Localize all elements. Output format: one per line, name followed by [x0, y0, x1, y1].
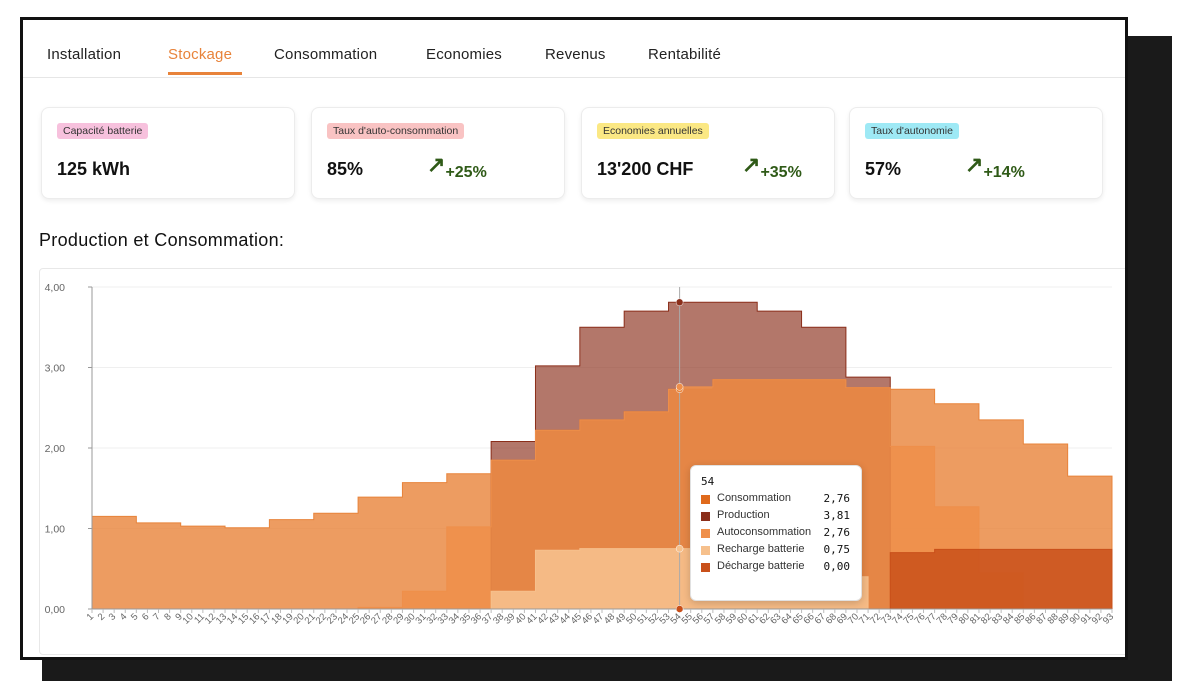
stat-card-self-consumption: Taux d'auto-consommation 85% ↗+25%: [311, 107, 565, 199]
stat-value: 13'200 CHF: [597, 159, 694, 179]
legend-swatch: [701, 529, 710, 538]
tooltip-value: 2,76: [823, 526, 851, 539]
x-tick-label: 7: [151, 611, 163, 623]
x-tick-label: 8: [162, 611, 174, 623]
stat-value: 57%: [865, 159, 902, 179]
x-tick-label: 3: [107, 611, 119, 623]
hover-point: [675, 544, 684, 553]
legend-swatch: [701, 563, 710, 572]
stat-value: 125 kWh: [57, 159, 131, 179]
trend-up-arrow-icon: ↗: [742, 152, 761, 177]
x-tick-label: 5: [129, 611, 141, 623]
tooltip-label: Consommation: [717, 492, 791, 504]
stat-value: 85%: [327, 159, 364, 179]
tooltip-row: Décharge batterie 0,00: [701, 559, 856, 575]
tooltip-row: Production 3,81: [701, 508, 856, 524]
x-tick-label: 1: [85, 611, 97, 623]
chart-panel: 0,00 1,00 2,00 3,00 4,00 1 2 3 4 5 6 7 8 9 10 11 12 13 14 1…: [39, 268, 1128, 655]
tooltip-x-value: 54: [701, 475, 715, 488]
tooltip-value: 2,76: [823, 492, 851, 505]
app-window: Installation Stockage Consommation Econo…: [20, 17, 1128, 660]
tab-stockage[interactable]: Stockage: [168, 46, 233, 63]
trend-indicator: ↗+14%: [965, 152, 1025, 181]
tooltip-label: Autoconsommation: [717, 526, 812, 538]
chart-tooltip: 54 Consommation 2,76 Production 3,81 Aut…: [690, 465, 862, 601]
tooltip-label: Décharge batterie: [717, 560, 805, 572]
chart-section-title: Production et Consommation:: [39, 230, 285, 250]
trend-indicator: ↗+35%: [742, 152, 802, 181]
trend-up-arrow-icon: ↗: [427, 152, 446, 177]
legend-swatch: [701, 546, 710, 555]
x-tick-label: 4: [118, 611, 130, 623]
trend-up-arrow-icon: ↗: [965, 152, 984, 177]
y-tick-label: 0,00: [45, 604, 66, 616]
tab-revenus[interactable]: Revenus: [545, 46, 606, 63]
stat-badge: Taux d'auto-consommation: [327, 123, 465, 139]
tab-installation[interactable]: Installation: [47, 46, 122, 63]
y-tick-label: 1,00: [45, 524, 66, 536]
trend-value: +25%: [445, 164, 487, 181]
tooltip-row: Recharge batterie 0,75: [701, 542, 856, 558]
tooltip-value: 3,81: [823, 509, 851, 522]
x-tick-label: 6: [140, 611, 152, 623]
active-tab-indicator: [168, 72, 242, 75]
tooltip-value: 0,00: [823, 560, 851, 573]
hover-point: [675, 298, 684, 307]
x-tick-label: 93: [1101, 611, 1116, 626]
tab-consommation[interactable]: Consommation: [274, 46, 378, 63]
y-tick-label: 3,00: [45, 363, 66, 375]
stat-badge: Economies annuelles: [597, 123, 709, 139]
hover-point: [675, 383, 684, 391]
trend-indicator: ↗+25%: [427, 152, 487, 181]
stat-card-autonomy: Taux d'autonomie 57% ↗+14%: [849, 107, 1103, 199]
tooltip-row: Consommation 2,76: [701, 491, 856, 507]
tab-bar: Installation Stockage Consommation Econo…: [23, 20, 1125, 78]
tooltip-label: Recharge batterie: [717, 543, 805, 555]
tooltip-label: Production: [717, 509, 770, 521]
y-tick-label: 2,00: [45, 443, 66, 455]
x-tick-label: 2: [96, 611, 108, 623]
stat-badge: Capacité batterie: [57, 123, 149, 139]
hover-point: [675, 605, 684, 613]
x-tick-label: 9: [173, 611, 185, 623]
trend-value: +35%: [760, 164, 802, 181]
legend-swatch: [701, 512, 710, 521]
tooltip-row: Autoconsommation 2,76: [701, 525, 856, 541]
stat-card-annual-savings: Economies annuelles 13'200 CHF ↗+35%: [581, 107, 835, 199]
stat-card-battery-capacity: Capacité batterie 125 kWh: [41, 107, 295, 199]
trend-value: +14%: [983, 164, 1025, 181]
legend-swatch: [701, 495, 710, 504]
y-tick-label: 4,00: [45, 282, 66, 294]
tab-economies[interactable]: Economies: [426, 46, 503, 63]
stat-badge: Taux d'autonomie: [865, 123, 959, 139]
tab-rentabilite[interactable]: Rentabilité: [648, 46, 722, 63]
production-consumption-chart[interactable]: 0,001,002,003,004,001 2 3 4 5 6 7 8 910111213141…: [40, 269, 1128, 654]
tooltip-value: 0,75: [823, 543, 851, 556]
